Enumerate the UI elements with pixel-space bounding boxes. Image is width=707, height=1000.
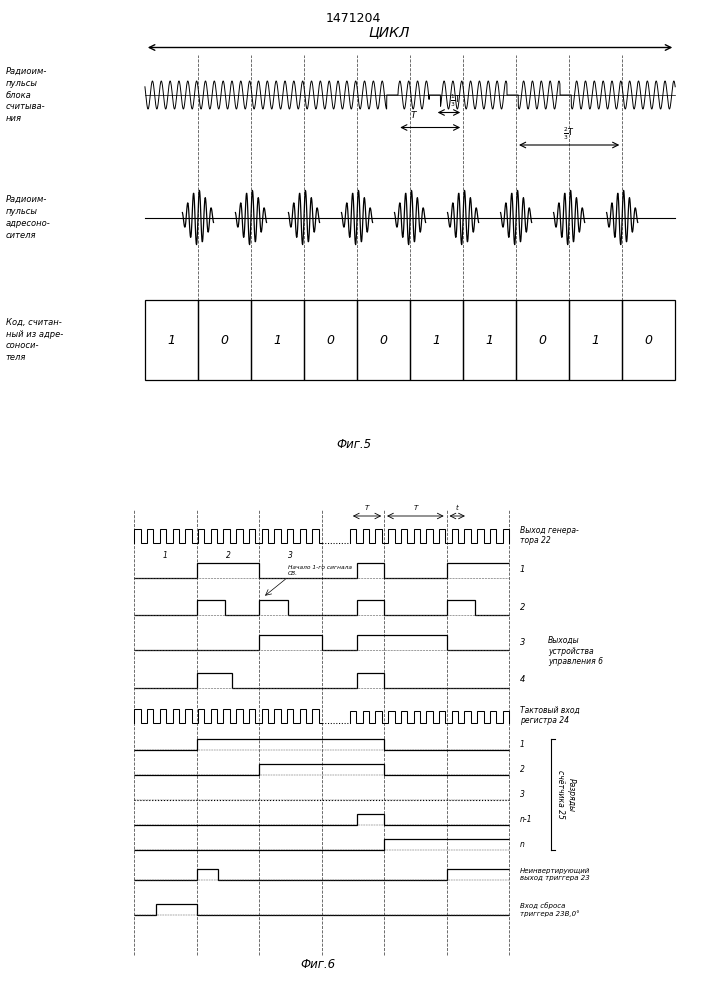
Text: Радиоим-
пульсы
блока
считыва-
ния: Радиоим- пульсы блока считыва- ния [6,67,47,123]
Text: Начало 1-го сигнала
СВ.: Начало 1-го сигнала СВ. [288,565,351,576]
Text: T: T [413,505,418,511]
Text: Разряды
счётчика 25: Разряды счётчика 25 [556,770,575,819]
Text: Вход сброса
триггера 23В,0°: Вход сброса триггера 23В,0° [520,902,579,917]
Text: $\frac{1}{3}$T: $\frac{1}{3}$T [450,93,462,109]
Text: 1: 1 [520,566,525,574]
Text: t: t [456,505,459,511]
Text: 1: 1 [274,334,281,347]
Text: 2: 2 [520,603,525,612]
Text: n-1: n-1 [520,815,532,824]
Bar [463,300,516,380]
Text: n: n [520,840,525,849]
Text: 1471204: 1471204 [326,12,381,25]
Text: Неинвертирующий
выход триггера 23: Неинвертирующий выход триггера 23 [520,868,590,881]
Text: Фиг.6: Фиг.6 [300,958,336,972]
Text: 0: 0 [380,334,387,347]
Text: Код, считан-
ный из адре-
соноси-
теля: Код, считан- ный из адре- соноси- теля [6,318,63,362]
Text: 1: 1 [433,334,440,347]
Text: Тактовый вход
регистра 24: Тактовый вход регистра 24 [520,706,580,725]
Text: T: T [411,111,416,120]
Text: 3: 3 [288,550,293,560]
Text: 0: 0 [645,334,653,347]
Text: 0: 0 [539,334,547,347]
Text: Выходы
устройства
управления 6: Выходы устройства управления 6 [548,636,603,666]
Bar [622,300,675,380]
Text: 1: 1 [168,334,175,347]
Bar [251,300,304,380]
Bar [516,300,569,380]
Bar [145,300,198,380]
Bar [357,300,410,380]
Text: 4: 4 [520,676,525,684]
Text: Фиг.5: Фиг.5 [336,438,371,452]
Text: 1: 1 [592,334,600,347]
Text: 1: 1 [520,740,525,749]
Text: 3: 3 [520,638,525,647]
Text: 0: 0 [221,334,228,347]
Bar [410,300,463,380]
Text: 3: 3 [520,790,525,799]
Text: 0: 0 [327,334,334,347]
Text: $\frac{2}{3}$T: $\frac{2}{3}$T [563,126,575,142]
Text: Выход генера-
тора 22: Выход генера- тора 22 [520,526,578,545]
Bar [198,300,251,380]
Text: 2: 2 [520,765,525,774]
Bar [569,300,622,380]
Text: 1: 1 [486,334,493,347]
Text: Радиоим-
пульсы
адресоно-
сителя: Радиоим- пульсы адресоно- сителя [6,195,50,240]
Text: 1: 1 [163,550,168,560]
Text: 2: 2 [226,550,230,560]
Text: T: T [365,505,369,511]
Text: ЦИКЛ: ЦИКЛ [368,25,409,39]
Bar [304,300,357,380]
